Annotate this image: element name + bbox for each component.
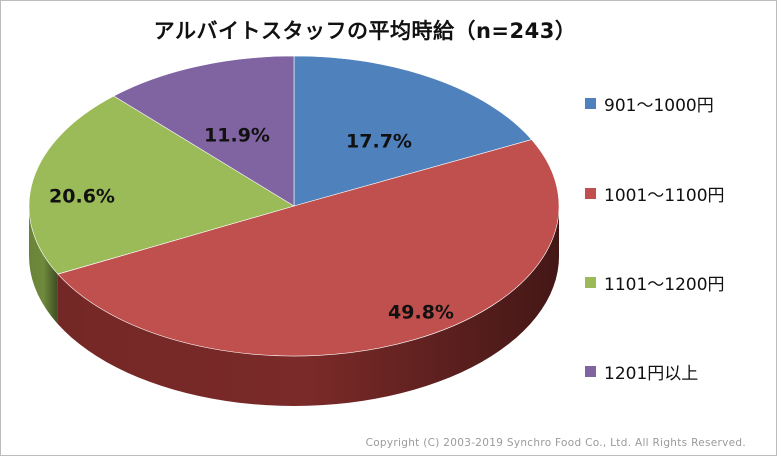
- copyright-text: Copyright (C) 2003-2019 Synchro Food Co.…: [365, 437, 746, 449]
- data-label: 17.7%: [346, 131, 412, 153]
- pie-slice: [113, 55, 295, 207]
- pie-slice: [57, 139, 560, 357]
- pie-sides: [29, 206, 559, 406]
- pie-labels: 17.7% 49.8% 20.6% 11.9%: [49, 125, 454, 324]
- data-label: 11.9%: [204, 125, 270, 147]
- pie-tops: [28, 55, 560, 357]
- legend-item: 1201円以上: [585, 359, 699, 384]
- legend-item: 901〜1000円: [585, 91, 714, 116]
- pie-slice-side-shade: [57, 206, 559, 406]
- pie-slice-side-shade: [29, 206, 58, 325]
- legend-label: 901〜1000円: [604, 95, 714, 116]
- chart-title: アルバイトスタッフの平均時給（n=243）: [153, 19, 577, 43]
- data-label: 49.8%: [388, 302, 454, 324]
- pie-slice: [28, 95, 295, 275]
- legend-label: 1001〜1100円: [604, 185, 725, 206]
- legend-swatch: [585, 276, 596, 288]
- pie-slice: [293, 55, 533, 207]
- legend-swatch: [585, 97, 596, 109]
- data-label: 20.6%: [49, 186, 115, 208]
- legend-item: 1101〜1200円: [585, 270, 725, 295]
- legend-label: 1101〜1200円: [604, 274, 725, 295]
- legend-swatch: [585, 187, 596, 199]
- legend-swatch: [585, 365, 596, 377]
- legend-label: 1201円以上: [604, 363, 699, 384]
- legend-item: 1001〜1100円: [585, 181, 725, 206]
- legend: 901〜1000円 1001〜1100円 1101〜1200円 1201円以上: [585, 1, 775, 457]
